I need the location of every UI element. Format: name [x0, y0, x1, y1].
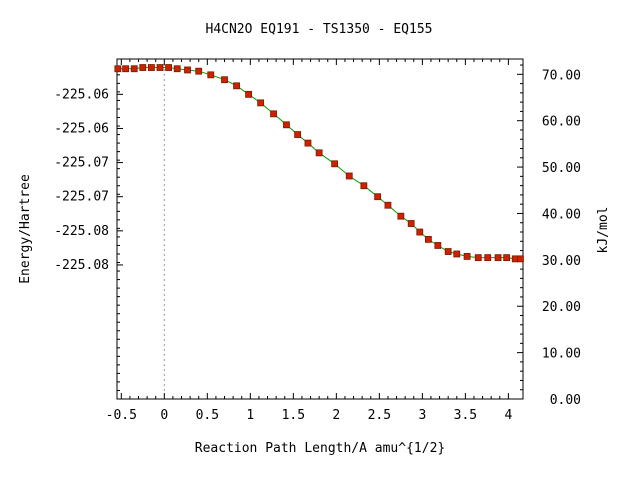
y2-tick-label: 60.00	[542, 115, 581, 130]
data-point	[283, 121, 290, 129]
data-point	[444, 248, 452, 255]
data-point	[434, 242, 442, 249]
data-point	[173, 65, 181, 73]
y-tick-label: -225.06	[54, 121, 109, 136]
chart-title: H4CN2O EQ191 - TS1350 - EQ155	[206, 22, 433, 37]
data-point	[484, 254, 492, 262]
x-axis: -0.5 0 0.5 1 1.5 2 2.5 3 3.5 4	[106, 59, 512, 423]
y2-tick-label: 20.00	[542, 300, 581, 315]
y2-tick-label: 40.00	[542, 207, 581, 222]
x-tick-label: 3	[418, 408, 426, 423]
x-tick-label: 4	[504, 408, 512, 423]
y2-tick-label: 50.00	[542, 161, 581, 176]
y2-tick-label: 0.00	[550, 393, 581, 408]
x-tick-label: 2	[332, 408, 340, 423]
data-point	[195, 67, 203, 75]
data-point	[122, 65, 130, 73]
y-tick-label: -225.07	[54, 156, 109, 171]
x-axis-label: Reaction Path Length/A amu^{1/2}	[195, 441, 445, 456]
data-point	[148, 64, 155, 71]
y-axis-right: 0.00 10.00 20.00 30.00 40.00 50.00 60.00 70.00	[517, 64, 581, 408]
x-tick-label: 3.5	[454, 408, 477, 423]
data-point	[245, 90, 253, 98]
data-point	[257, 99, 265, 107]
y-tick-label: -225.07	[54, 190, 109, 205]
x-tick-label: 0.5	[196, 408, 219, 423]
data-point	[416, 228, 424, 236]
x-tick-label: 2.5	[368, 408, 391, 423]
data-point	[184, 66, 191, 74]
data-point	[503, 254, 511, 262]
data-point	[156, 64, 164, 71]
data-point	[453, 250, 461, 258]
energy-curve	[117, 67, 521, 260]
x-tick-label: 1	[246, 408, 254, 423]
data-point	[345, 172, 353, 180]
data-point	[517, 255, 524, 263]
data-point	[315, 149, 323, 157]
data-point	[360, 182, 368, 190]
data-point	[304, 139, 312, 147]
x-tick-label: -0.5	[106, 408, 137, 423]
data-point	[130, 65, 138, 73]
series-markers	[114, 64, 524, 263]
data-point	[463, 253, 471, 260]
y2-tick-label: 70.00	[542, 68, 581, 83]
data-point	[139, 64, 147, 71]
y-tick-label: -225.06	[54, 87, 109, 102]
data-point	[384, 201, 392, 209]
data-point	[114, 65, 122, 73]
y-axis-label: Energy/Hartree	[18, 174, 33, 284]
data-point	[407, 220, 415, 227]
x-tick-label: 1.5	[282, 408, 305, 423]
data-point	[294, 131, 302, 138]
data-point	[165, 64, 173, 71]
y2-axis-label: kJ/mol	[596, 207, 611, 254]
x-tick-label: 0	[160, 408, 168, 423]
series-line	[117, 67, 521, 260]
data-point	[494, 254, 502, 262]
data-point	[474, 254, 482, 262]
data-point	[331, 160, 339, 168]
data-point	[270, 110, 277, 118]
plot-frame	[116, 58, 524, 400]
data-point	[397, 212, 405, 220]
y-tick-label: -225.08	[54, 258, 109, 273]
data-point	[221, 76, 228, 84]
data-point	[233, 82, 240, 90]
data-point	[424, 235, 432, 243]
y2-tick-label: 10.00	[542, 347, 581, 362]
y-axis-left: -225.06 -225.06 -225.07 -225.07 -225.08 -225.…	[54, 65, 123, 400]
data-point	[374, 193, 382, 201]
data-point	[207, 71, 215, 79]
y2-tick-label: 30.00	[542, 254, 581, 269]
y-tick-label: -225.08	[54, 224, 109, 239]
